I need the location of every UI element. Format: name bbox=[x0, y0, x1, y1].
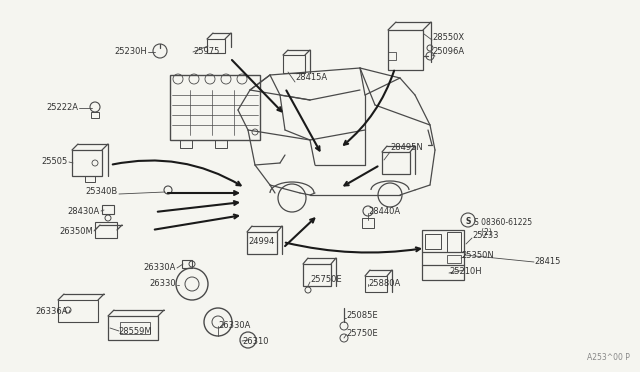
Bar bbox=[382, 152, 410, 174]
Bar bbox=[388, 30, 423, 70]
Text: 26330: 26330 bbox=[149, 279, 176, 289]
Bar bbox=[425, 234, 441, 249]
Bar bbox=[102, 205, 114, 214]
Bar bbox=[120, 322, 150, 334]
Bar bbox=[85, 176, 95, 182]
Bar bbox=[362, 218, 374, 228]
Text: 25975: 25975 bbox=[193, 48, 220, 57]
Text: 25750E: 25750E bbox=[346, 328, 378, 337]
Bar bbox=[422, 230, 464, 280]
Bar bbox=[180, 140, 192, 148]
Text: 26330A: 26330A bbox=[218, 321, 250, 330]
Text: 24994: 24994 bbox=[248, 237, 275, 247]
Text: 25085E: 25085E bbox=[346, 311, 378, 321]
Bar bbox=[108, 316, 158, 340]
Bar bbox=[182, 260, 192, 268]
Bar bbox=[91, 112, 99, 118]
Text: 28415: 28415 bbox=[534, 257, 561, 266]
Text: 26350M: 26350M bbox=[60, 227, 93, 235]
Text: 28430A: 28430A bbox=[68, 206, 100, 215]
Text: 25350N: 25350N bbox=[461, 251, 493, 260]
Bar bbox=[365, 276, 387, 292]
Text: 25505: 25505 bbox=[42, 157, 68, 167]
Text: 28550X: 28550X bbox=[432, 33, 464, 42]
Text: 28559M: 28559M bbox=[118, 327, 152, 336]
Text: S 08360-61225
   (2): S 08360-61225 (2) bbox=[474, 218, 532, 237]
Text: S: S bbox=[465, 217, 470, 225]
Bar bbox=[447, 255, 461, 263]
Text: 25233: 25233 bbox=[472, 231, 499, 241]
Text: 28415A: 28415A bbox=[295, 74, 327, 83]
Text: 26330A: 26330A bbox=[143, 263, 176, 273]
Text: 25340B: 25340B bbox=[86, 187, 118, 196]
Bar bbox=[207, 39, 225, 53]
Bar bbox=[388, 52, 396, 60]
Bar bbox=[72, 150, 102, 176]
Text: 26310: 26310 bbox=[242, 337, 269, 346]
Bar bbox=[170, 75, 260, 140]
Bar bbox=[95, 222, 117, 238]
Bar bbox=[58, 300, 98, 322]
Bar bbox=[283, 55, 305, 73]
Text: 25222A: 25222A bbox=[46, 103, 78, 112]
Text: 25210H: 25210H bbox=[449, 267, 482, 276]
Bar bbox=[447, 232, 461, 252]
Bar bbox=[247, 232, 277, 254]
Text: 28440A: 28440A bbox=[368, 206, 400, 215]
Bar bbox=[215, 140, 227, 148]
Text: 25096A: 25096A bbox=[432, 48, 464, 57]
Text: 26336A: 26336A bbox=[35, 307, 68, 315]
Bar bbox=[303, 264, 331, 286]
Text: A253^00 P: A253^00 P bbox=[587, 353, 630, 362]
Text: 25230H: 25230H bbox=[115, 48, 147, 57]
Text: 28495N: 28495N bbox=[390, 144, 423, 153]
Text: 25880A: 25880A bbox=[368, 279, 400, 289]
Text: 25750E: 25750E bbox=[310, 276, 342, 285]
